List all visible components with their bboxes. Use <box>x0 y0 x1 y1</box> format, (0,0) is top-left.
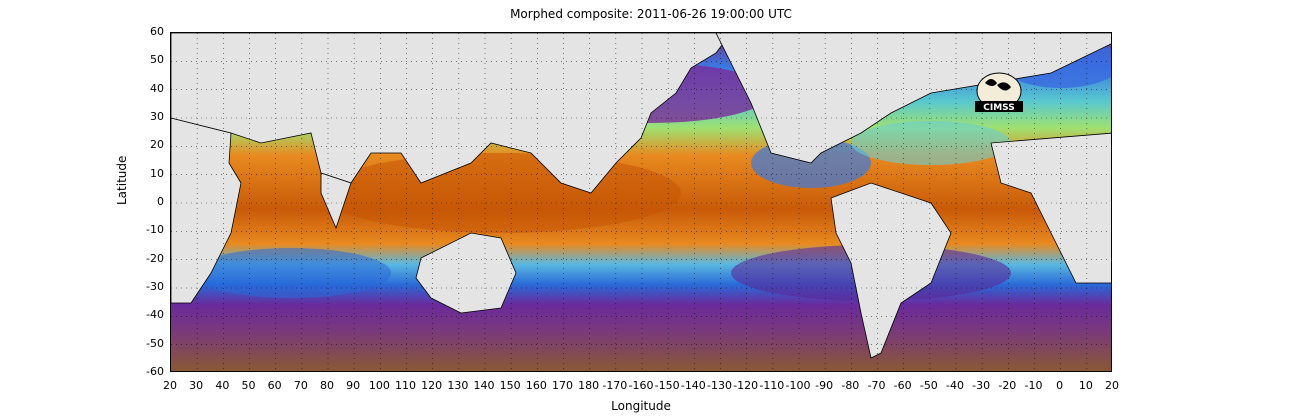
longitude-tick-label: 20 <box>163 379 177 392</box>
longitude-tick-label: -30 <box>972 379 991 392</box>
longitude-tick-label: 50 <box>241 379 256 392</box>
longitude-tick-label: -140 <box>680 379 706 392</box>
longitude-tick-label: 180 <box>578 379 600 392</box>
longitude-tick-label: 120 <box>421 379 443 392</box>
latitude-tick-label: 60 <box>150 25 164 38</box>
latitude-tick-label: -20 <box>146 251 164 265</box>
map-canvas <box>171 33 1111 371</box>
latitude-tick-label: -40 <box>146 308 164 322</box>
longitude-tick-label: -150 <box>654 379 680 392</box>
longitude-tick-label: 80 <box>320 379 334 392</box>
latitude-tick-label: -30 <box>146 280 164 293</box>
longitude-tick-label: 60 <box>267 379 282 392</box>
land-masses <box>171 33 1111 359</box>
latitude-tick-label: 10 <box>150 166 164 180</box>
longitude-tick-label: 20 <box>1105 379 1119 392</box>
south-america <box>830 182 952 359</box>
longitude-tick-label: -10 <box>1024 379 1043 392</box>
longitude-tick-label: 30 <box>189 379 204 392</box>
longitude-tick-label: -130 <box>707 379 732 392</box>
longitude-tick-label: -110 <box>759 379 785 392</box>
longitude-tick-label: 40 <box>215 379 230 392</box>
indian-ocean-band <box>191 248 391 298</box>
atlantic-moist-band <box>851 121 1011 165</box>
longitude-tick-label: -120 <box>733 379 759 392</box>
longitude-tick-label: 150 <box>499 379 521 392</box>
australia <box>415 232 517 314</box>
longitude-tick-label: -40 <box>946 379 964 392</box>
longitude-tick-label: -20 <box>998 379 1017 392</box>
longitude-axis-title: Longitude <box>611 399 671 413</box>
latitude-tick-label: 30 <box>150 110 164 123</box>
longitude-tick-label: -160 <box>628 379 654 392</box>
longitude-tick-label: 10 <box>1078 379 1093 392</box>
latitude-axis-title: Latitude <box>115 155 129 205</box>
longitude-tick-label: -80 <box>841 379 860 392</box>
longitude-tick-label: -60 <box>893 379 912 392</box>
longitude-tick-label: -90 <box>815 379 834 392</box>
eurasia <box>171 33 732 194</box>
water-vapor-map: CIMSS <box>170 32 1112 372</box>
longitude-tick-label: -170 <box>602 379 628 392</box>
longitude-tick-label: 110 <box>395 379 416 392</box>
latitude-tick-label: 0 <box>157 195 164 208</box>
latitude-tick-label: 40 <box>150 81 164 95</box>
svg-text:CIMSS: CIMSS <box>983 103 1014 113</box>
longitude-tick-label: 0 <box>1056 379 1064 392</box>
longitude-tick-label: 100 <box>368 379 390 392</box>
africa <box>171 117 242 304</box>
north-america <box>715 33 1111 164</box>
longitude-tick-label: -100 <box>785 379 811 392</box>
latitude-tick-label: 50 <box>150 53 164 67</box>
longitude-tick-label: -50 <box>919 379 938 392</box>
india <box>320 172 352 230</box>
latitude-tick-label: -50 <box>146 336 164 350</box>
latitude-tick-label: -10 <box>146 223 164 237</box>
africa-right <box>990 132 1111 284</box>
longitude-tick-label: 90 <box>346 379 361 392</box>
longitude-tick-label: 160 <box>525 379 547 392</box>
longitude-tick-label: 130 <box>447 379 469 392</box>
graticule <box>171 33 1111 371</box>
longitude-tick-label: -70 <box>867 379 886 392</box>
latitude-tick-label: -60 <box>146 365 164 378</box>
longitude-tick-label: 170 <box>552 379 573 392</box>
longitude-tick-label: 70 <box>293 379 308 392</box>
warm-pool-moisture <box>321 153 681 233</box>
map-title: Morphed composite: 2011-06-26 19:00:00 U… <box>510 7 792 21</box>
longitude-tick-label: 140 <box>473 379 495 392</box>
latitude-tick-label: 20 <box>150 138 164 152</box>
cimss-logo: CIMSS <box>971 71 1027 117</box>
